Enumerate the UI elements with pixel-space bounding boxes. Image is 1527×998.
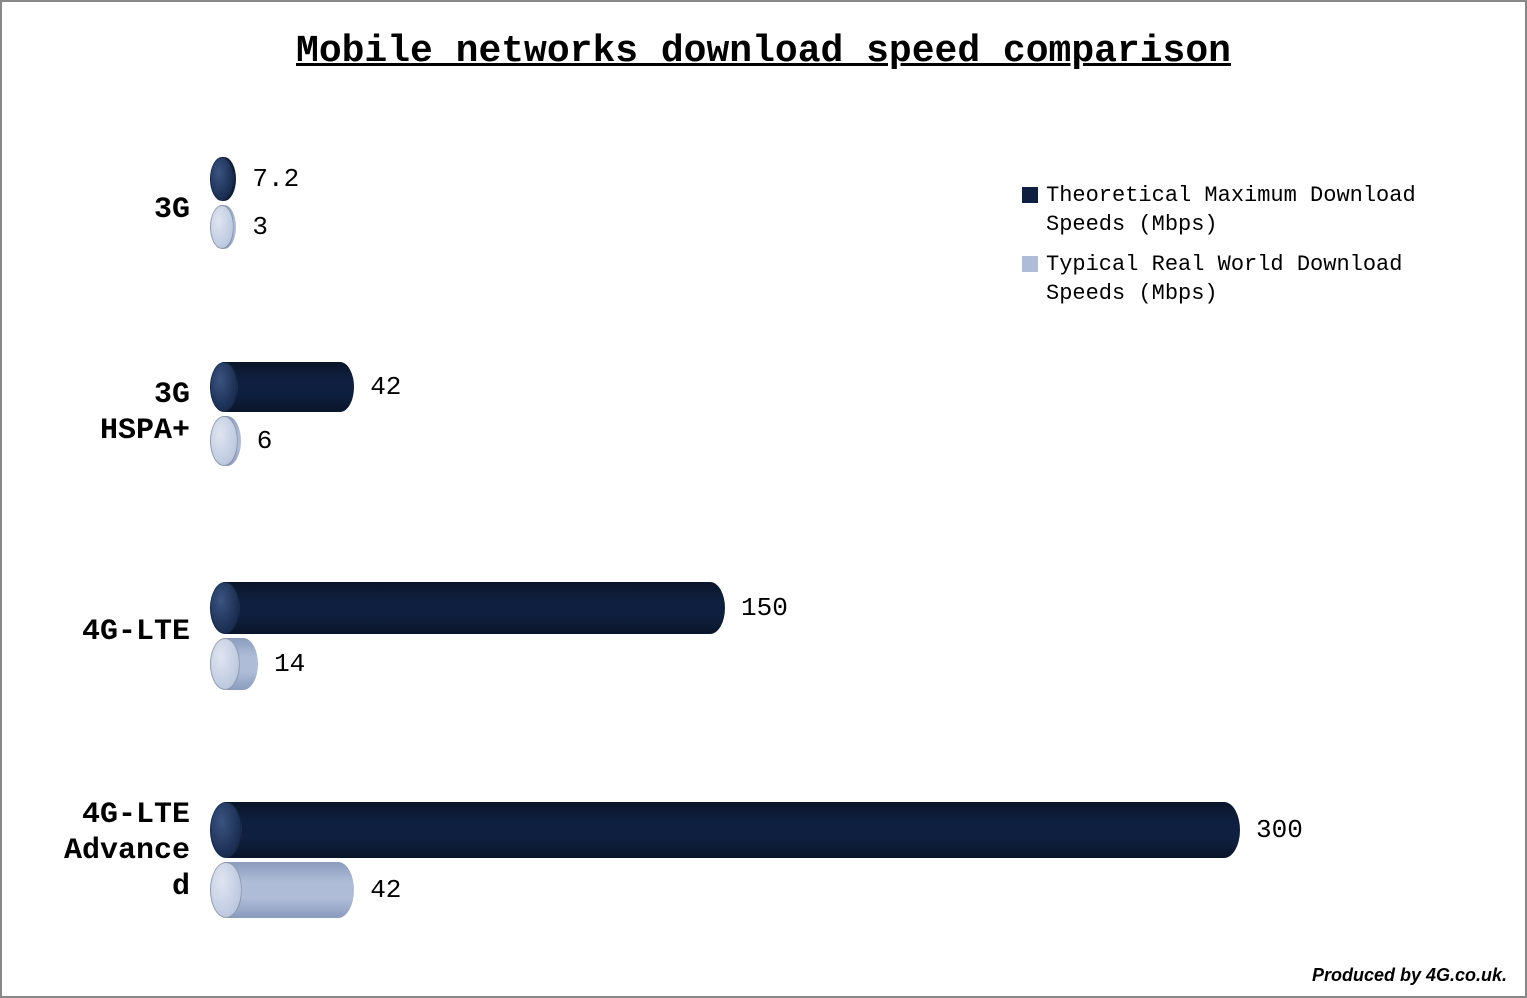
bar-cap-left <box>210 362 238 412</box>
bar-cylinder <box>210 582 725 634</box>
value-label: 150 <box>741 593 788 623</box>
bar-cylinder <box>210 205 236 249</box>
legend-label: Theoretical Maximum Download Speeds (Mbp… <box>1046 182 1426 239</box>
bar-cap-left <box>210 416 238 466</box>
value-label: 42 <box>370 372 401 402</box>
bar-cylinder <box>210 362 354 412</box>
legend-label: Typical Real World Download Speeds (Mbps… <box>1046 251 1426 308</box>
chart-title: Mobile networks download speed compariso… <box>2 30 1525 73</box>
bar-cap-left <box>210 205 234 249</box>
value-label: 14 <box>274 649 305 679</box>
bar-body <box>226 802 1224 858</box>
bar-cylinder <box>210 416 241 466</box>
bar-cap-left <box>210 582 240 634</box>
category-label: 4G-LTEAdvanced <box>10 797 190 905</box>
value-label: 3 <box>252 212 268 242</box>
value-label: 6 <box>257 426 273 456</box>
value-label: 300 <box>1256 815 1303 845</box>
category-label: 3G <box>10 192 190 228</box>
bar-cap-left <box>210 862 242 918</box>
chart-container: Mobile networks download speed compariso… <box>0 0 1527 998</box>
footer-text: Produced by 4G.co.uk. <box>1312 965 1507 986</box>
value-label: 7.2 <box>252 164 299 194</box>
bar-body <box>225 582 710 634</box>
category-label: 3GHSPA+ <box>10 377 190 449</box>
bar-cap-left <box>210 802 242 858</box>
legend-item: Typical Real World Download Speeds (Mbps… <box>1022 251 1426 308</box>
bar-cap-left <box>210 157 234 201</box>
bar-cylinder <box>210 862 354 918</box>
category-label: 4G-LTE <box>10 614 190 650</box>
legend-swatch <box>1022 256 1038 272</box>
bar-cylinder <box>210 638 258 690</box>
bar-cap-right <box>1208 802 1240 858</box>
value-label: 42 <box>370 875 401 905</box>
bar-cylinder <box>210 802 1240 858</box>
bar-cap-right <box>326 362 354 412</box>
bar-cap-right <box>322 862 354 918</box>
bar-cylinder <box>210 157 236 201</box>
legend: Theoretical Maximum Download Speeds (Mbp… <box>1022 182 1426 320</box>
bar-cap-right <box>695 582 725 634</box>
bar-body <box>224 362 340 412</box>
legend-swatch <box>1022 187 1038 203</box>
bar-cap-left <box>210 638 240 690</box>
legend-item: Theoretical Maximum Download Speeds (Mbp… <box>1022 182 1426 239</box>
